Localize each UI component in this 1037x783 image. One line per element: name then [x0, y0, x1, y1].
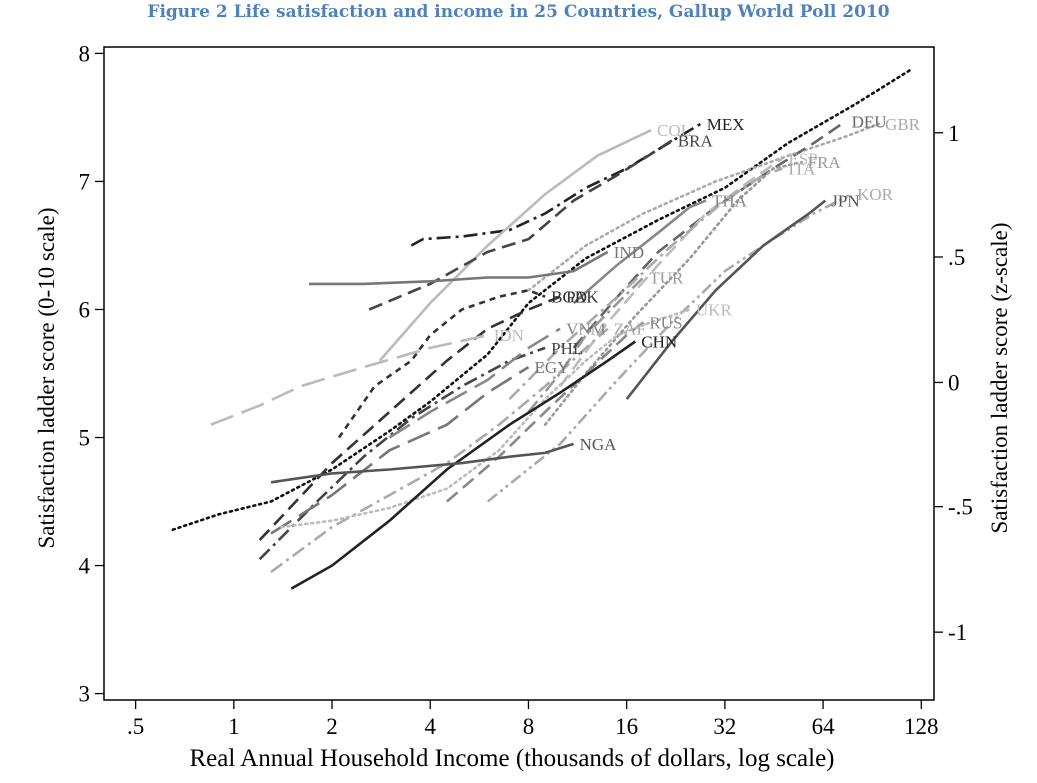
series-line-ukr	[280, 308, 692, 529]
x-tick-label: 2	[326, 714, 338, 739]
series-label-gbr: GBR	[885, 115, 921, 134]
x-tick-label: 32	[713, 714, 736, 739]
series-label-ita: ITA	[788, 160, 816, 179]
series-line-idn	[210, 333, 488, 426]
x-tick-label: .5	[127, 714, 144, 739]
series-label-tha: THA	[712, 192, 748, 211]
y2-axis-label: Satisfaction ladder score (z-scale)	[987, 223, 1012, 534]
series-label-egy: EGY	[534, 358, 569, 377]
series-label-zaf: ZAF	[614, 320, 646, 339]
series-line-phl	[258, 346, 546, 561]
plot-frame	[103, 46, 935, 701]
series-label-idn: IDN	[494, 326, 524, 345]
y-tick-label: 8	[79, 41, 91, 66]
y-tick-label: 6	[79, 297, 91, 322]
series-line-esp	[559, 157, 784, 388]
y2-tick-label: -.5	[948, 495, 973, 520]
y2-tick-label: .5	[948, 245, 965, 270]
series-line-nga	[270, 442, 574, 484]
series-label-rus: RUS	[649, 313, 682, 332]
series-label-ind: IND	[614, 243, 644, 262]
figure-title: Figure 2 Life satisfaction and income in…	[147, 2, 890, 22]
series-line-egy	[270, 365, 530, 535]
series-label-mex: MEX	[707, 115, 745, 134]
series-line-tur	[527, 276, 645, 413]
x-tick-label: 8	[523, 714, 535, 739]
series-label-ukr: UKR	[696, 300, 733, 319]
series-line-col	[378, 129, 652, 362]
x-tick-label: 128	[904, 714, 939, 739]
y-tick-label: 4	[79, 554, 91, 579]
series-line-ita	[508, 167, 783, 401]
y2-tick-label: -1	[948, 620, 967, 645]
y-axis-label: Satisfaction ladder score (0-10 scale)	[34, 207, 59, 548]
series-label-phl: PHL	[551, 339, 583, 358]
series-line-kor	[486, 193, 852, 503]
series-label-nga: NGA	[580, 435, 618, 454]
series-label-bgd: BGD	[551, 288, 587, 307]
series-line-vnm	[388, 327, 561, 439]
series-line-bgd	[337, 288, 546, 439]
series-line-chn	[290, 340, 637, 590]
series-label-col: COL	[657, 121, 691, 140]
series-label-kor: KOR	[857, 185, 894, 204]
series-label-fra: FRA	[808, 153, 842, 172]
x-tick-label: 4	[424, 714, 436, 739]
y-tick-label: 5	[79, 426, 91, 451]
y2-tick-label: 0	[948, 370, 960, 395]
y2-tick-label: 1	[948, 121, 960, 146]
series-label-chn: CHN	[641, 332, 677, 351]
series-label-deu: DEU	[852, 112, 887, 131]
y-tick-label: 7	[79, 169, 91, 194]
series-line-usa	[171, 67, 914, 532]
x-axis-label: Real Annual Household Income (thousands …	[190, 745, 835, 772]
series-line-gbr	[527, 122, 881, 292]
y-tick-label: 3	[79, 682, 91, 707]
x-tick-label: 16	[615, 714, 638, 739]
x-tick-label: 1	[228, 714, 240, 739]
series-line-pak	[258, 295, 561, 541]
series-line-bra	[368, 139, 673, 311]
series-line-ind	[309, 250, 609, 286]
axis-ticks: .5 1 2 4 8 16 32 64 128 3 4 5 6 7 8 1 .5 0 -.5 -1	[79, 41, 973, 739]
series-line-zaf	[270, 327, 609, 574]
x-tick-label: 64	[812, 714, 836, 739]
series-layer	[171, 67, 914, 590]
series-line-jpn	[625, 199, 827, 400]
series-label-esp: ESP	[788, 149, 817, 168]
series-line-tha	[572, 199, 707, 305]
series-label-bra: BRA	[678, 131, 714, 150]
series-line-mex	[410, 122, 702, 247]
series-label-pak: PAK	[566, 288, 599, 307]
series-label-tur: TUR	[649, 268, 684, 287]
series-label-jpn: JPN	[831, 192, 859, 211]
series-label-vnm: VNM	[566, 320, 606, 339]
